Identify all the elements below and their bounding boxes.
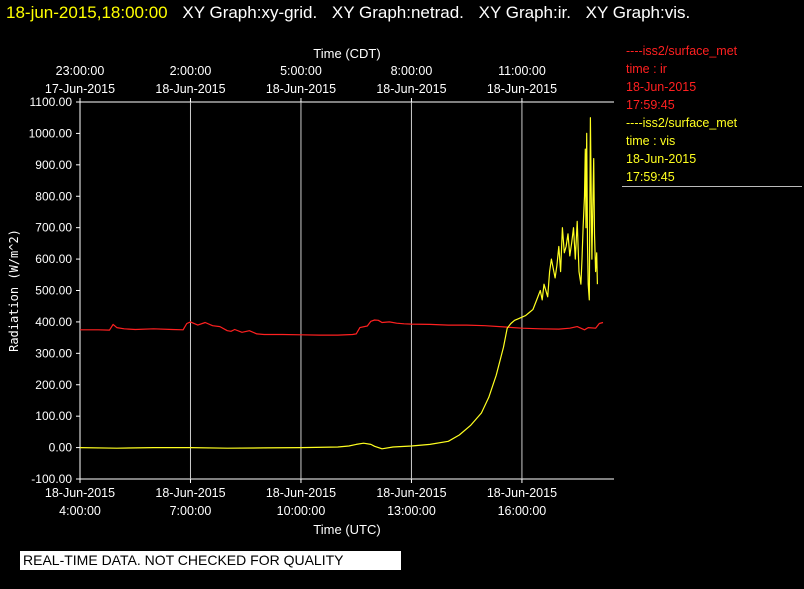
y-tick-label: 900.00 (35, 158, 72, 172)
header-graph-ir: XY Graph:ir. (478, 3, 571, 22)
header-datetime: 18-jun-2015,18:00:00 (6, 3, 168, 22)
x2-tick-label-date: 18-Jun-2015 (376, 82, 446, 96)
y-tick-label: 700.00 (35, 221, 72, 235)
x-axis-label: Time (UTC) (313, 522, 380, 537)
legend-vis: ----iss2/surface_met time : vis 18-Jun-2… (622, 114, 802, 187)
x2-tick-label-date: 18-Jun-2015 (487, 82, 557, 96)
legend-vis-time: 17:59:45 (626, 170, 675, 184)
y-tick-label: 400.00 (35, 315, 72, 329)
x2-axis-label: Time (CDT) (313, 46, 380, 61)
x2-tick-label-time: 23:00:00 (56, 64, 105, 78)
header-graph-vis: XY Graph:vis. (585, 3, 691, 22)
x2-tick-label-date: 17-Jun-2015 (45, 82, 115, 96)
x2-tick-label-time: 5:00:00 (280, 64, 322, 78)
legend-ir-date: 18-Jun-2015 (626, 80, 697, 94)
x2-tick-label-time: 11:00:00 (498, 64, 546, 78)
y-tick-label: 200.00 (35, 378, 72, 392)
x-tick-label-date: 18-Jun-2015 (487, 486, 557, 500)
y-axis-label: Radiation (W/m^2) (7, 229, 21, 352)
legend-ir-time: 17:59:45 (626, 98, 675, 112)
y-tick-label: 0.00 (49, 441, 73, 455)
y-tick-label: 300.00 (35, 346, 72, 360)
legend-divider (622, 186, 802, 187)
header-graph-xy-grid: XY Graph:xy-grid. (182, 3, 318, 22)
x-tick-label-time: 7:00:00 (170, 504, 212, 518)
series-line-vis (79, 117, 598, 450)
y-tick-label: 600.00 (35, 252, 72, 266)
x-tick-label-time: 16:00:00 (498, 504, 547, 518)
legend-ir-source: ----iss2/surface_met (626, 44, 738, 58)
header-graph-netrad: XY Graph:netrad. (331, 3, 464, 22)
header-title: 18-jun-2015,18:00:00 XY Graph:xy-grid. X… (6, 3, 801, 23)
x-tick-label-time: 4:00:00 (59, 504, 101, 518)
y-tick-label: 1000.00 (29, 126, 73, 140)
x-tick-label-date: 18-Jun-2015 (45, 486, 115, 500)
x2-tick-label-date: 18-Jun-2015 (266, 82, 336, 96)
y-tick-label: 500.00 (35, 284, 72, 298)
x-tick-label-date: 18-Jun-2015 (155, 486, 225, 500)
quality-banner: REAL-TIME DATA. NOT CHECKED FOR QUALITY (20, 551, 401, 570)
x2-tick-label-time: 8:00:00 (391, 64, 433, 78)
legend-vis-date: 18-Jun-2015 (626, 152, 697, 166)
x-tick-label-time: 10:00:00 (277, 504, 326, 518)
x2-tick-label-date: 18-Jun-2015 (155, 82, 225, 96)
y-tick-label: -100.00 (31, 472, 72, 486)
series-line-ir (80, 319, 604, 336)
x-tick-label-date: 18-Jun-2015 (266, 486, 336, 500)
legend-ir-var: time : ir (626, 62, 667, 76)
y-tick-label: 800.00 (35, 189, 72, 203)
y-tick-label: 100.00 (35, 409, 72, 423)
legend-vis-var: time : vis (626, 134, 676, 148)
y-tick-label: 1100.00 (30, 95, 73, 109)
x-tick-label-time: 13:00:00 (387, 504, 436, 518)
legend-vis-source: ----iss2/surface_met (626, 116, 738, 130)
x-tick-label-date: 18-Jun-2015 (376, 486, 446, 500)
legend-ir: ----iss2/surface_met time : ir 18-Jun-20… (626, 42, 737, 114)
x2-tick-label-time: 2:00:00 (170, 64, 212, 78)
